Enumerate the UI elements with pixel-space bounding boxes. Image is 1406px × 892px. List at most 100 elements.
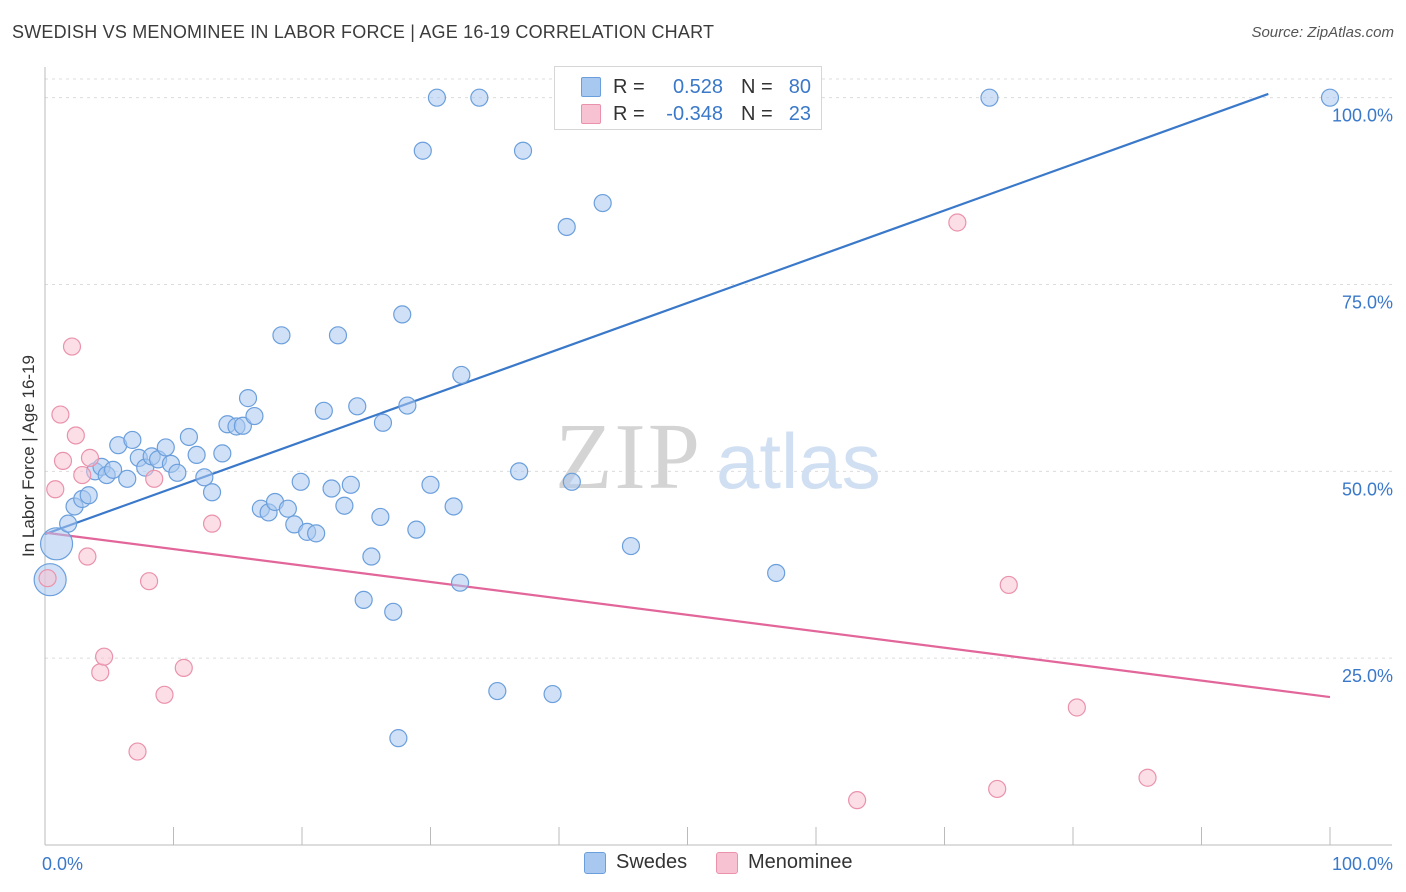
swedes-point-47 bbox=[371, 507, 390, 527]
menominee-swatch-icon bbox=[581, 104, 601, 124]
swedes-point-62 bbox=[510, 462, 529, 481]
menominee-point-3 bbox=[53, 451, 73, 470]
swedes-point-51 bbox=[393, 305, 412, 324]
swedes-point-64 bbox=[543, 684, 562, 704]
menominee-point-15 bbox=[174, 658, 193, 677]
swedes-point-20 bbox=[179, 427, 199, 447]
swedes-r-value: 0.528 bbox=[672, 75, 723, 98]
data-points bbox=[33, 88, 1340, 810]
swedes-trend-line bbox=[44, 92, 1269, 536]
y-tick-label-1: 50.0% bbox=[1342, 479, 1393, 499]
swedes-point-2 bbox=[59, 514, 78, 533]
swedes-r-label: R = bbox=[613, 75, 645, 98]
watermark-zip: ZIP bbox=[555, 405, 702, 509]
y-axis-label: In Labor Force | Age 16-19 bbox=[19, 355, 38, 557]
menominee-point-1 bbox=[46, 480, 65, 499]
legend-row-swedes: R = 0.528 N = 80 bbox=[581, 73, 811, 101]
swedes-point-71 bbox=[767, 563, 786, 583]
swedes-point-73 bbox=[1320, 88, 1340, 107]
trend-lines bbox=[44, 92, 1331, 699]
source-label: Source: ZipAtlas.com bbox=[1251, 24, 1394, 41]
menominee-point-4 bbox=[62, 337, 82, 356]
swedes-point-24 bbox=[213, 444, 232, 463]
swedes-point-5 bbox=[79, 486, 98, 505]
axes bbox=[44, 67, 1392, 846]
swedes-point-57 bbox=[444, 497, 463, 516]
menominee-point-17 bbox=[848, 791, 867, 810]
menominee-point-0 bbox=[38, 569, 57, 588]
swedes-point-59 bbox=[452, 365, 471, 385]
watermark: ZIP atlas bbox=[555, 405, 881, 509]
menominee-point-12 bbox=[139, 572, 159, 591]
menominee-point-9 bbox=[91, 663, 110, 682]
swedes-point-41 bbox=[328, 326, 348, 345]
menominee-r-value: -0.348 bbox=[666, 102, 723, 125]
swedes-n-label: N = bbox=[741, 75, 773, 98]
swedes-point-23 bbox=[202, 483, 222, 502]
swedes-point-44 bbox=[348, 397, 367, 416]
swedes-point-22 bbox=[195, 468, 214, 487]
menominee-point-6 bbox=[73, 465, 92, 485]
menominee-point-14 bbox=[155, 685, 174, 704]
swedes-point-19 bbox=[168, 463, 187, 482]
swedes-point-53 bbox=[407, 520, 426, 539]
swedes-legend-label: Swedes bbox=[616, 851, 688, 873]
swedes-point-54 bbox=[413, 141, 432, 160]
swedes-point-38 bbox=[307, 524, 326, 543]
swedes-point-43 bbox=[341, 475, 360, 494]
swedes-point-34 bbox=[278, 499, 297, 518]
swedes-point-9 bbox=[104, 460, 123, 479]
menominee-n-label: N = bbox=[741, 102, 773, 125]
menominee-point-5 bbox=[66, 426, 85, 445]
bottom-legend-menominee[interactable]: Menominee bbox=[716, 851, 853, 874]
swedes-point-39 bbox=[314, 401, 333, 420]
swedes-point-50 bbox=[389, 729, 408, 748]
menominee-legend-swatch-icon bbox=[716, 851, 738, 874]
swedes-point-36 bbox=[291, 472, 310, 491]
menominee-r-label: R = bbox=[613, 102, 645, 125]
bottom-legend-swedes[interactable]: Swedes bbox=[584, 851, 687, 874]
swedes-point-52 bbox=[398, 396, 417, 415]
menominee-point-18 bbox=[948, 213, 967, 232]
menominee-point-21 bbox=[1067, 698, 1086, 717]
swedes-point-63 bbox=[513, 141, 533, 160]
swedes-point-58 bbox=[450, 573, 470, 592]
swedes-point-28 bbox=[238, 389, 258, 408]
swedes-point-48 bbox=[373, 413, 393, 432]
menominee-point-16 bbox=[202, 514, 222, 533]
swedes-point-42 bbox=[335, 496, 354, 515]
swedes-point-56 bbox=[427, 88, 447, 107]
menominee-point-8 bbox=[80, 448, 100, 467]
swedes-point-66 bbox=[562, 472, 581, 491]
menominee-point-10 bbox=[95, 647, 114, 666]
swedes-point-69 bbox=[621, 536, 641, 556]
menominee-point-22 bbox=[1138, 768, 1157, 787]
watermark-atlas: atlas bbox=[716, 417, 881, 505]
menominee-legend-label: Menominee bbox=[748, 851, 853, 873]
swedes-swatch-icon bbox=[581, 77, 601, 97]
swedes-point-21 bbox=[187, 445, 206, 465]
swedes-point-49 bbox=[384, 602, 403, 621]
x-tick-label-1: 100.0% bbox=[1332, 854, 1393, 874]
swedes-point-27 bbox=[233, 416, 252, 435]
menominee-n-value: 23 bbox=[788, 102, 811, 125]
menominee-trend-line bbox=[44, 531, 1331, 699]
swedes-point-55 bbox=[421, 475, 440, 494]
swedes-point-40 bbox=[322, 479, 341, 498]
swedes-point-46 bbox=[362, 547, 381, 566]
menominee-point-2 bbox=[51, 405, 70, 424]
swedes-point-68 bbox=[593, 193, 612, 213]
swedes-point-72 bbox=[980, 88, 999, 107]
legend-row-menominee: R = -0.348 N = 23 bbox=[581, 100, 811, 128]
menominee-point-20 bbox=[999, 575, 1018, 595]
y-tick-label-0: 25.0% bbox=[1342, 666, 1393, 686]
swedes-point-33 bbox=[272, 326, 291, 345]
axis-labels: 25.0% 50.0% 75.0% 100.0% 0.0% 100.0% bbox=[42, 106, 1393, 874]
y-tick-label-3: 100.0% bbox=[1332, 106, 1393, 126]
swedes-point-65 bbox=[557, 217, 576, 237]
swedes-point-1 bbox=[39, 527, 74, 561]
grid-lines bbox=[45, 78, 1392, 659]
swedes-point-45 bbox=[354, 590, 373, 609]
swedes-point-61 bbox=[488, 681, 507, 701]
swedes-point-12 bbox=[123, 430, 142, 450]
